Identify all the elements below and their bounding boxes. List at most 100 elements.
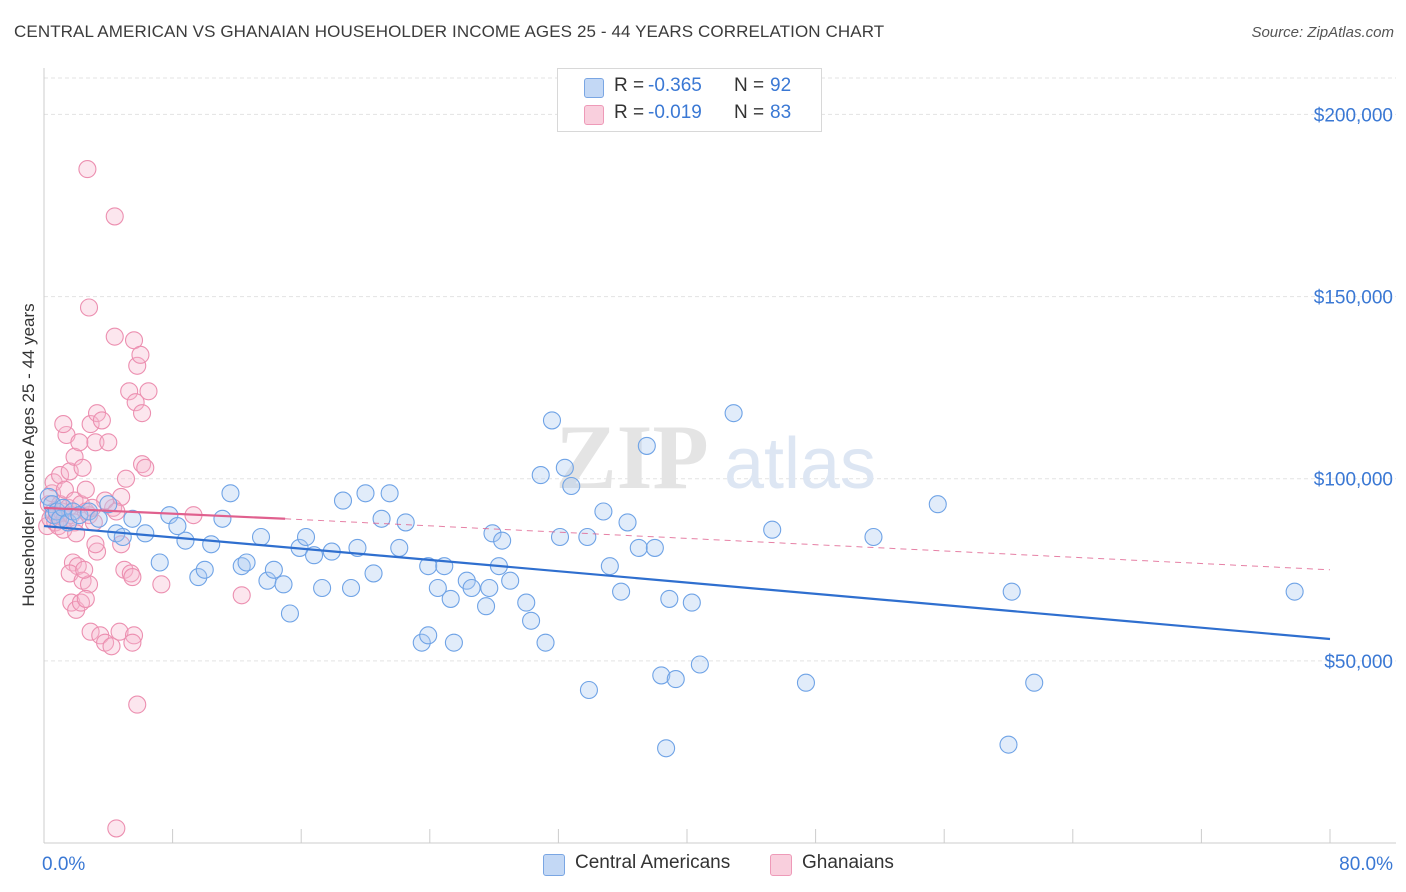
data-point: [87, 542, 107, 561]
x-tick-label: 80.0%: [1339, 854, 1393, 875]
data-point: [73, 458, 92, 477]
data-point: [86, 433, 105, 452]
data-point: [176, 531, 195, 550]
data-point: [372, 509, 391, 528]
data-point: [189, 568, 208, 587]
data-point: [59, 513, 78, 532]
data-point: [126, 393, 145, 412]
data-point: [107, 819, 126, 838]
data-point: [79, 502, 99, 521]
correlation-legend: R = -0.365 N = 92 R = -0.019 N = 83: [557, 68, 822, 132]
n-label: N =: [734, 102, 765, 123]
legend-swatch-blue: [543, 854, 565, 876]
data-point: [99, 433, 118, 452]
data-point: [139, 382, 158, 401]
data-point: [51, 466, 70, 485]
data-point: [645, 538, 664, 557]
data-point: [150, 553, 169, 572]
data-point: [296, 527, 316, 547]
data-point: [629, 538, 648, 557]
data-point: [313, 578, 332, 598]
y-tick-label: $200,000: [1314, 105, 1393, 126]
data-point: [333, 491, 353, 510]
data-point: [356, 484, 375, 503]
data-point: [999, 735, 1018, 754]
data-point: [682, 593, 701, 612]
data-point: [213, 509, 232, 528]
data-point: [419, 626, 438, 645]
axes: [43, 68, 1396, 844]
trend-line-central-americans: [43, 524, 1331, 641]
trend-line-ghanaians: [43, 506, 286, 520]
data-point: [928, 495, 947, 514]
data-point: [195, 560, 214, 579]
legend-swatch-pink: [584, 105, 604, 125]
data-point: [637, 436, 656, 455]
data-point: [364, 564, 383, 583]
data-point: [112, 535, 131, 554]
data-point: [152, 575, 171, 594]
data-point: [600, 557, 619, 576]
data-point: [202, 535, 221, 554]
data-point: [517, 593, 536, 612]
data-point: [796, 673, 816, 692]
x-tick-label: 0.0%: [42, 854, 85, 875]
watermark-atlas: atlas: [724, 424, 876, 504]
data-point: [136, 458, 155, 477]
watermark: ZIP atlas: [555, 406, 876, 508]
data-point: [522, 611, 541, 630]
y-axis-label: Householder Income Ages 25 - 44 years: [19, 303, 38, 606]
data-point: [120, 382, 139, 401]
data-point: [113, 527, 132, 547]
y-tick-label: $50,000: [1324, 652, 1393, 673]
data-point: [341, 578, 361, 598]
data-point: [81, 415, 100, 434]
y-tick-label: $100,000: [1314, 470, 1393, 491]
data-point: [79, 575, 99, 594]
watermark-zip: ZIP: [555, 406, 708, 508]
n-value: 83: [770, 102, 792, 123]
data-point: [75, 560, 94, 579]
data-point: [78, 160, 97, 179]
data-point: [462, 578, 481, 598]
series-legend: Central Americans Ghanaians: [0, 852, 1406, 876]
data-point: [44, 473, 63, 492]
data-point: [251, 527, 271, 547]
data-point: [102, 637, 121, 656]
data-point: [428, 578, 447, 598]
data-point: [419, 557, 438, 576]
data-point: [221, 484, 240, 503]
data-point: [110, 622, 129, 641]
data-point: [128, 356, 147, 375]
data-point: [412, 633, 431, 652]
r-label: R =: [614, 75, 645, 96]
data-point: [666, 670, 685, 689]
data-point: [501, 571, 520, 590]
r-label: R =: [614, 102, 645, 123]
data-point: [380, 484, 399, 503]
data-point: [81, 622, 100, 641]
data-point: [763, 520, 782, 539]
data-point: [578, 527, 597, 547]
data-point: [493, 531, 512, 550]
data-point: [660, 589, 679, 608]
data-point: [550, 527, 570, 547]
data-point: [542, 411, 562, 430]
n-label: N =: [734, 75, 765, 96]
data-point: [1285, 582, 1304, 601]
data-point: [724, 404, 743, 423]
data-point: [123, 509, 142, 528]
data-point: [396, 513, 415, 532]
data-point: [618, 513, 637, 532]
data-point: [92, 411, 111, 430]
series-central-americans: [39, 404, 1304, 758]
data-point: [237, 553, 256, 572]
series-ghanaians: [38, 160, 251, 838]
legend-swatch-pink: [770, 854, 792, 876]
tick-labels: $50,000 $100,000 $150,000 $200,000 0.0% 80.0%: [42, 105, 1393, 875]
data-point: [79, 298, 99, 317]
data-point: [280, 604, 299, 623]
data-point: [652, 666, 671, 685]
data-point: [274, 575, 293, 594]
